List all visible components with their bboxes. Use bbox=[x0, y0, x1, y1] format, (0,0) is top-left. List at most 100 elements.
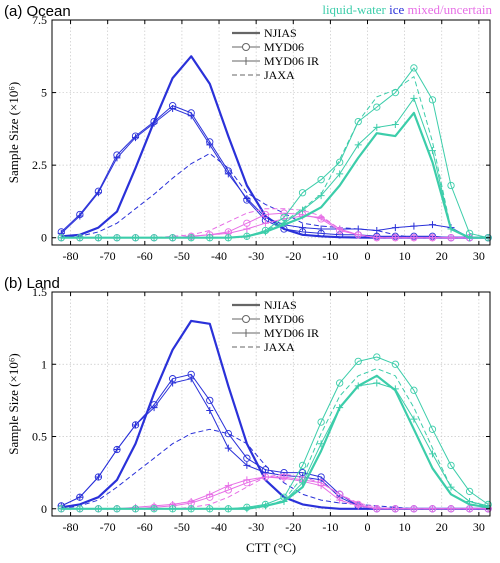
marker-circle bbox=[298, 189, 307, 197]
marker-plus bbox=[354, 141, 362, 149]
marker-plus bbox=[206, 490, 214, 498]
marker-plus bbox=[428, 147, 436, 155]
marker-circle bbox=[317, 418, 325, 426]
y-tick-label: 5 bbox=[41, 86, 47, 100]
marker-plus bbox=[391, 224, 399, 232]
x-tick-label: -20 bbox=[285, 249, 301, 263]
marker-plus bbox=[243, 476, 251, 484]
series-mixed-myd06-ir bbox=[61, 215, 489, 239]
marker-circle bbox=[336, 158, 344, 166]
x-axis-label: CTT (°C) bbox=[246, 540, 296, 555]
marker-plus bbox=[373, 123, 381, 131]
x-tick-label: 20 bbox=[436, 520, 448, 534]
marker-plus bbox=[299, 224, 307, 232]
marker-circle bbox=[410, 386, 418, 394]
marker-plus bbox=[336, 496, 344, 504]
marker-plus bbox=[391, 121, 399, 129]
marker-circle bbox=[410, 64, 418, 72]
marker-plus bbox=[317, 225, 325, 233]
marker-plus bbox=[373, 505, 381, 513]
marker-plus bbox=[261, 219, 269, 227]
legend-label-jaxa: JAXA bbox=[264, 340, 295, 354]
marker-plus bbox=[243, 195, 251, 203]
panel-title: (b) Land bbox=[4, 275, 60, 292]
x-tick-label: 10 bbox=[399, 520, 411, 534]
marker-plus bbox=[113, 446, 121, 454]
marker-plus bbox=[410, 415, 418, 423]
x-tick-label: -60 bbox=[137, 249, 153, 263]
legend-label-njias: NJIAS bbox=[264, 26, 297, 40]
axes-frame bbox=[51, 291, 491, 517]
y-axis-label: Sample Size (×10⁶) bbox=[6, 353, 21, 454]
marker-circle bbox=[465, 487, 474, 496]
marker-plus bbox=[243, 461, 251, 469]
phase-label-liquid: liquid-water bbox=[322, 2, 386, 17]
marker-circle bbox=[317, 176, 325, 184]
marker-plus bbox=[410, 94, 418, 102]
marker-plus bbox=[132, 134, 140, 142]
x-tick-label: 30 bbox=[473, 249, 485, 263]
x-tick-label: -50 bbox=[174, 520, 190, 534]
marker-circle bbox=[243, 454, 251, 462]
marker-circle bbox=[428, 425, 437, 433]
marker-plus bbox=[299, 206, 307, 214]
x-tick-label: -80 bbox=[63, 249, 79, 263]
marker-plus bbox=[150, 404, 158, 412]
x-tick-label: 0 bbox=[365, 520, 371, 534]
legend-label-myd06ir: MYD06 IR bbox=[264, 326, 319, 340]
marker-plus bbox=[391, 385, 399, 393]
x-tick-label: -50 bbox=[174, 249, 190, 263]
marker-circle bbox=[447, 181, 455, 190]
marker-plus bbox=[280, 474, 288, 482]
legend-marker-plus bbox=[242, 57, 250, 65]
x-tick-label: -70 bbox=[100, 520, 116, 534]
marker-plus bbox=[224, 482, 232, 490]
series-liquid-myd06 bbox=[61, 67, 489, 239]
series-ice-myd06 bbox=[60, 105, 489, 239]
marker-circle bbox=[391, 360, 399, 368]
y-tick-label: 1.5 bbox=[32, 285, 47, 299]
phase-label-mixed: mixed/uncertain bbox=[404, 2, 492, 17]
marker-circle bbox=[447, 461, 455, 470]
marker-plus bbox=[354, 382, 362, 390]
x-tick-label: 30 bbox=[473, 520, 485, 534]
x-tick-label: -30 bbox=[248, 249, 264, 263]
marker-plus bbox=[280, 219, 288, 227]
legend-marker-plus bbox=[242, 329, 250, 337]
y-tick-label: 0 bbox=[41, 231, 47, 245]
phase-label-ice: ice bbox=[386, 2, 405, 17]
marker-plus bbox=[150, 119, 158, 127]
marker-plus bbox=[206, 141, 214, 149]
marker-plus bbox=[224, 444, 232, 452]
marker-plus bbox=[299, 479, 307, 487]
x-tick-label: -80 bbox=[63, 520, 79, 534]
legend-marker-circle bbox=[242, 43, 250, 51]
marker-plus bbox=[76, 212, 84, 220]
marker-plus bbox=[410, 222, 418, 230]
marker-plus bbox=[113, 154, 121, 162]
marker-plus bbox=[243, 225, 251, 233]
x-tick-label: -70 bbox=[100, 249, 116, 263]
marker-circle bbox=[336, 379, 344, 387]
marker-plus bbox=[94, 473, 102, 481]
x-tick-label: -30 bbox=[248, 520, 264, 534]
x-tick-label: -40 bbox=[211, 520, 227, 534]
marker-plus bbox=[447, 483, 455, 491]
y-axis-label: Sample Size (×10⁶) bbox=[6, 82, 21, 183]
legend-marker-circle bbox=[242, 315, 250, 323]
series-liquid-myd06 bbox=[61, 356, 489, 510]
y-tick-label: 2.5 bbox=[32, 158, 47, 172]
marker-plus bbox=[317, 440, 325, 448]
marker-circle bbox=[373, 103, 381, 111]
marker-plus bbox=[428, 221, 436, 229]
series-ice-jaxa bbox=[61, 428, 489, 510]
x-tick-label: 0 bbox=[365, 249, 371, 263]
marker-plus bbox=[206, 407, 214, 415]
marker-plus bbox=[76, 493, 84, 501]
panel-ocean: -80 -70 -60 -50 -40 -30 -20 -10 0 10 20 30 0 2.5 5 7.5 S… bbox=[4, 3, 492, 263]
marker-circle bbox=[373, 353, 381, 361]
panel-title: (a) Ocean bbox=[4, 3, 71, 20]
axes-frame bbox=[51, 19, 491, 246]
marker-circle bbox=[224, 429, 232, 438]
marker-plus bbox=[169, 105, 177, 113]
